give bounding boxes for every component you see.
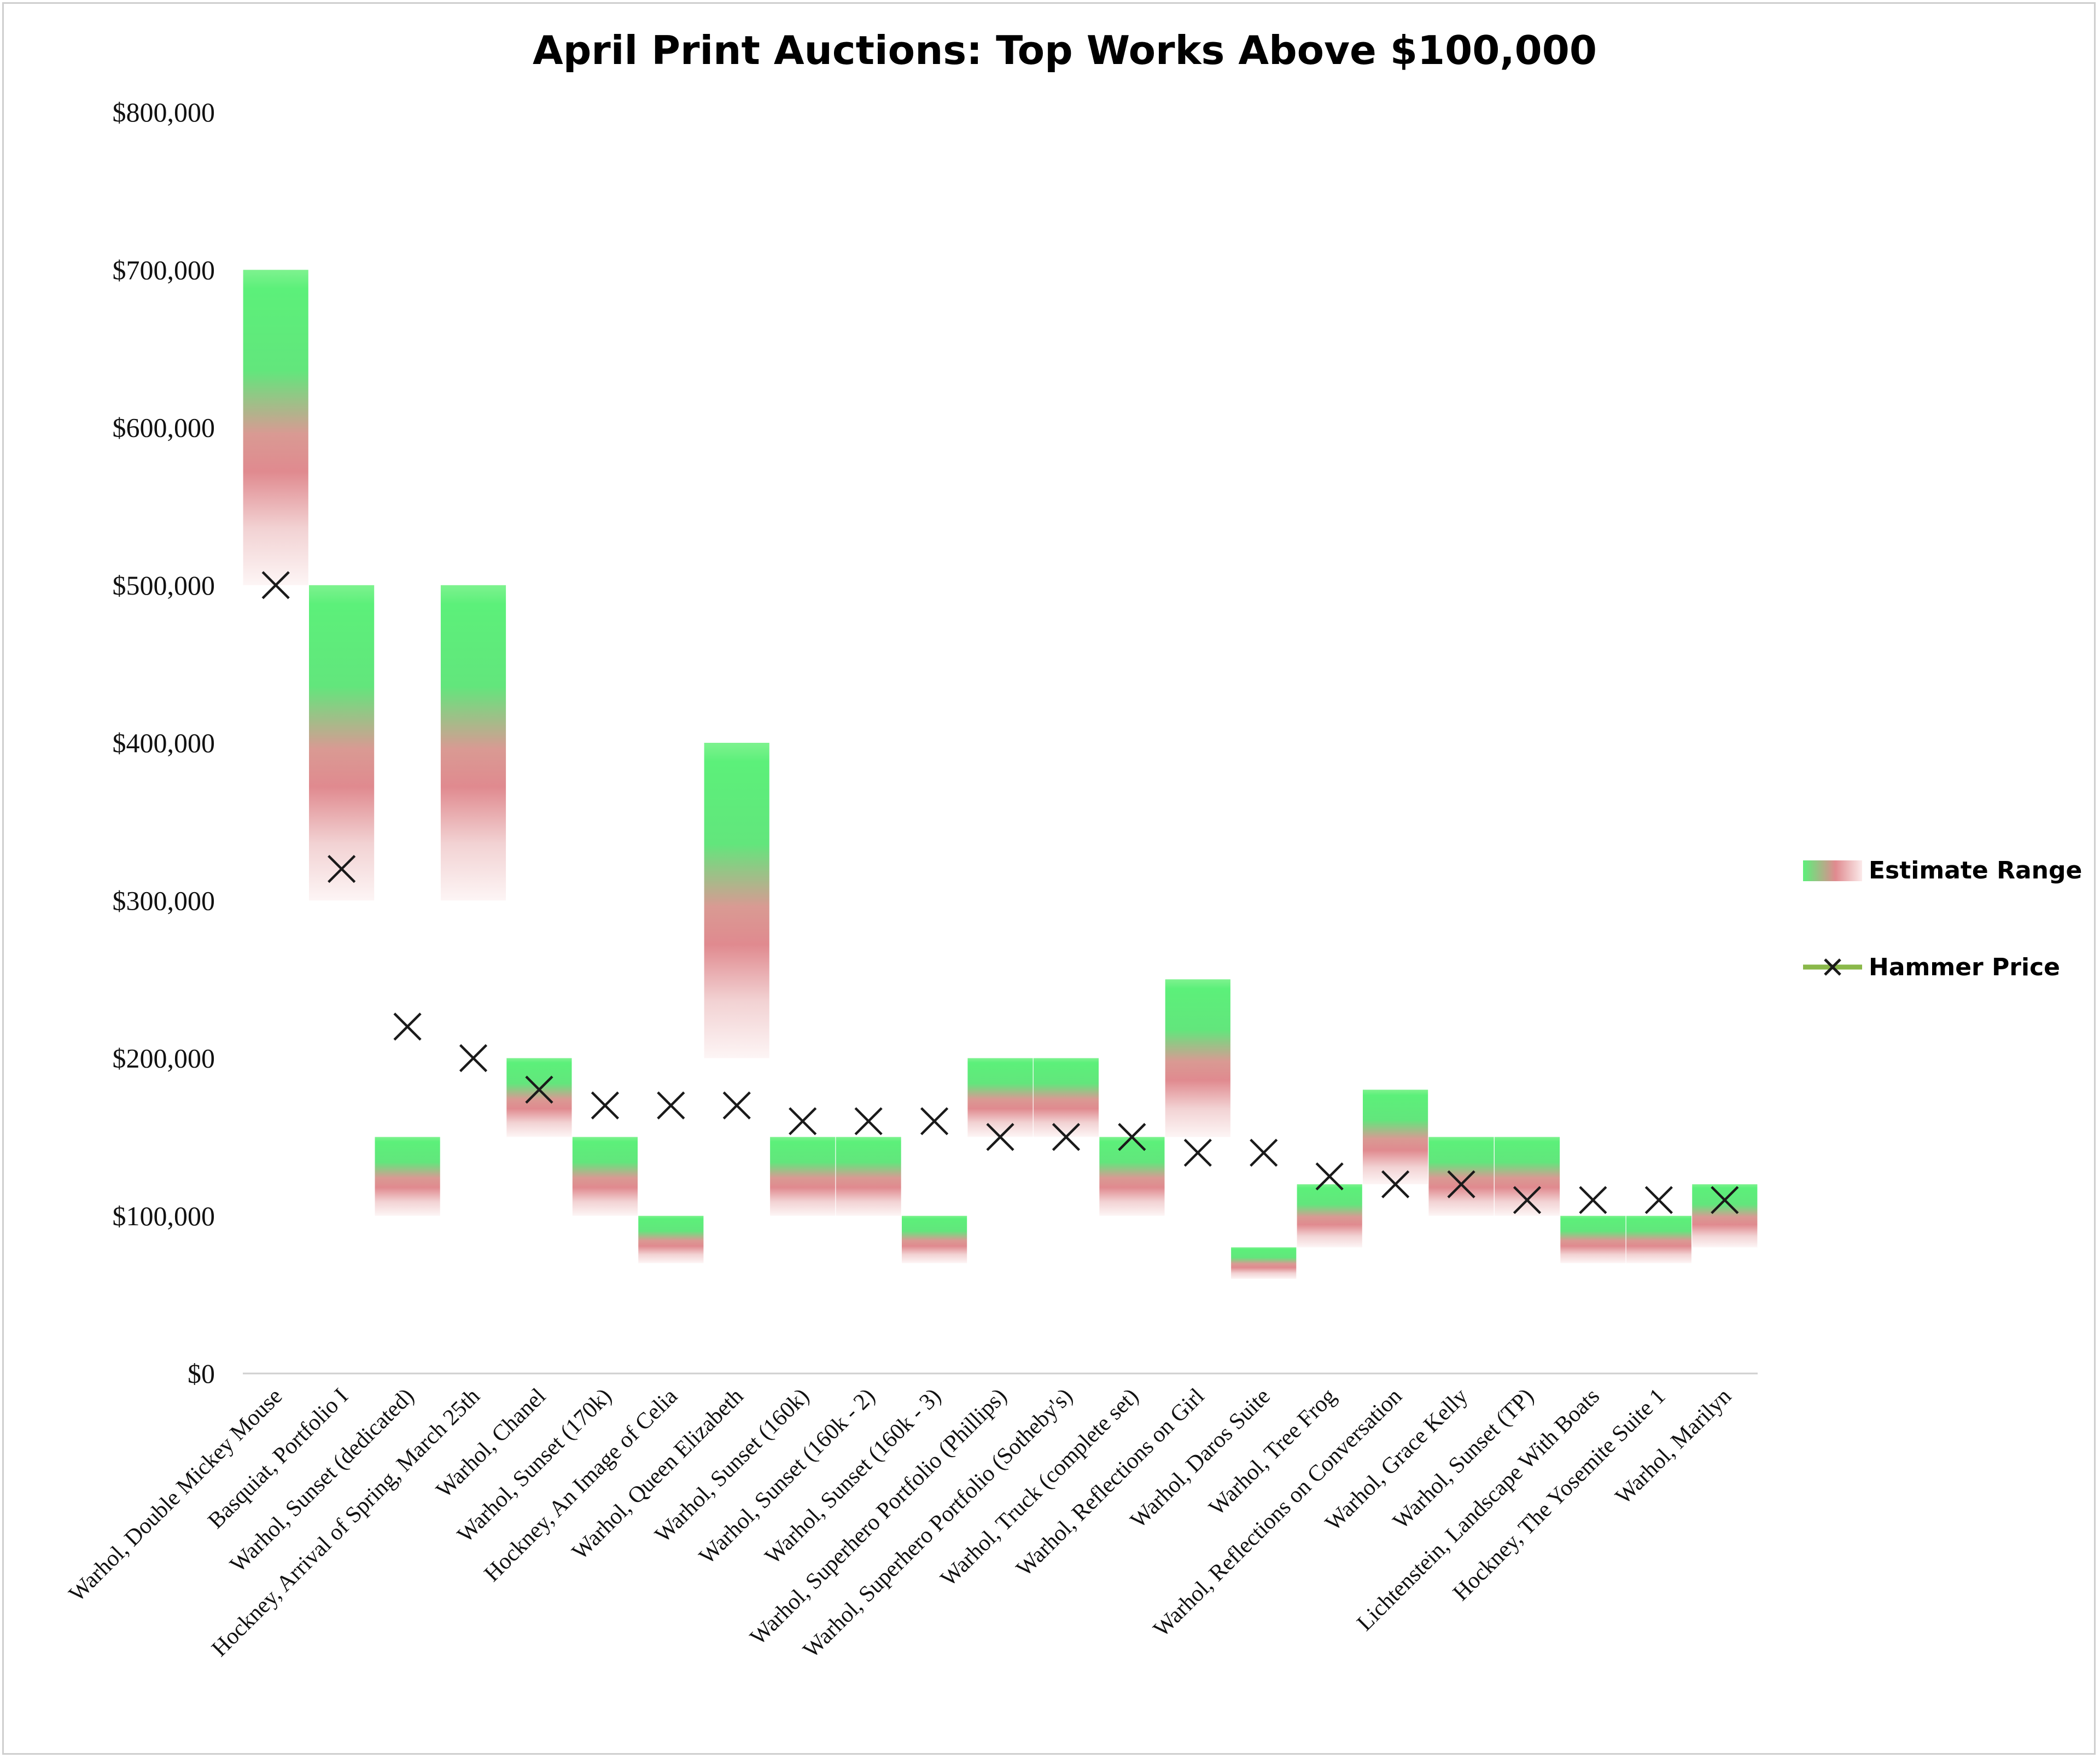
y-tick-label: $100,000 [113, 1201, 215, 1231]
estimate-range-bar [1363, 1090, 1428, 1185]
estimate-range-bar [1428, 1137, 1494, 1216]
hammer-price-marker [1052, 1123, 1081, 1151]
hammer-price-markers [261, 571, 1739, 1214]
y-tick-label: $500,000 [113, 570, 215, 601]
hammer-price-marker [261, 571, 290, 599]
hammer-price-marker [1579, 1186, 1607, 1214]
hammer-price-marker [328, 855, 356, 883]
estimate-range-bar [1560, 1215, 1626, 1264]
x-tick-label: Lichtenstein, Landscape With Boats [1352, 1384, 1605, 1636]
legend-swatch-estimate-range [1803, 860, 1862, 881]
hammer-price-marker [1644, 1186, 1673, 1214]
y-tick-label: $600,000 [113, 412, 215, 443]
legend-label-estimate-range: Estimate Range [1869, 857, 2082, 884]
hammer-price-marker [986, 1123, 1014, 1151]
estimate-range-bar [704, 743, 769, 1058]
hammer-price-marker [657, 1091, 685, 1120]
estimate-range-bar [1099, 1137, 1165, 1216]
estimate-range-bar [1692, 1184, 1758, 1248]
estimate-range-bar [243, 270, 308, 585]
x-tick-label: Warhol, Marilyn [1611, 1384, 1736, 1510]
estimate-range-bar [1297, 1184, 1362, 1248]
hammer-price-marker [1118, 1123, 1146, 1151]
estimate-range-bars [243, 270, 1758, 1279]
y-tick-label: $400,000 [113, 727, 215, 758]
hammer-price-marker [1711, 1186, 1739, 1214]
estimate-range-bar [375, 1137, 440, 1216]
estimate-range-bar [967, 1058, 1033, 1137]
chart-title: April Print Auctions: Top Works Above $1… [533, 27, 1597, 73]
legend-label-hammer-price: Hammer Price [1869, 953, 2060, 981]
estimate-range-bar [440, 585, 506, 901]
estimate-range-bar [902, 1215, 967, 1264]
hammer-price-marker [525, 1075, 553, 1104]
y-tick-label: $800,000 [113, 97, 215, 127]
legend: Estimate Range Hammer Price [1803, 857, 2082, 981]
hammer-price-marker [1250, 1138, 1278, 1167]
hammer-price-marker [789, 1107, 817, 1136]
y-tick-label: $200,000 [113, 1043, 215, 1074]
chart: April Print Auctions: Top Works Above $1… [64, 27, 2082, 1663]
hammer-price-marker [1315, 1162, 1344, 1191]
hammer-price-marker [393, 1012, 422, 1041]
y-tick-label: $0 [188, 1358, 215, 1389]
hammer-price-marker [854, 1107, 883, 1136]
y-tick-label: $300,000 [113, 885, 215, 916]
estimate-range-bar [1231, 1247, 1297, 1279]
hammer-price-marker [722, 1091, 751, 1120]
hammer-price-marker [591, 1091, 619, 1120]
estimate-range-bar [572, 1137, 638, 1216]
estimate-range-bar [1165, 979, 1230, 1137]
estimate-range-bar [638, 1215, 704, 1264]
estimate-range-bar [770, 1137, 836, 1216]
y-tick-label: $700,000 [113, 254, 215, 285]
hammer-price-marker [459, 1044, 488, 1073]
estimate-range-bar [1494, 1137, 1560, 1216]
hammer-price-marker [1513, 1186, 1542, 1214]
hammer-price-marker [920, 1107, 949, 1136]
estimate-range-bar [309, 585, 375, 901]
estimate-range-bar [1626, 1215, 1691, 1264]
hammer-price-marker [1381, 1170, 1410, 1198]
estimate-range-bar [1033, 1058, 1099, 1137]
hammer-price-marker [1447, 1170, 1475, 1198]
estimate-range-bar [836, 1137, 901, 1216]
hammer-price-marker [1183, 1138, 1212, 1167]
y-axis-ticks: $0 $100,000 $200,000 $300,000 $400,000 $500,0… [113, 97, 215, 1389]
legend-marker-hammer-price [1824, 958, 1841, 976]
estimate-range-bar [506, 1058, 572, 1137]
